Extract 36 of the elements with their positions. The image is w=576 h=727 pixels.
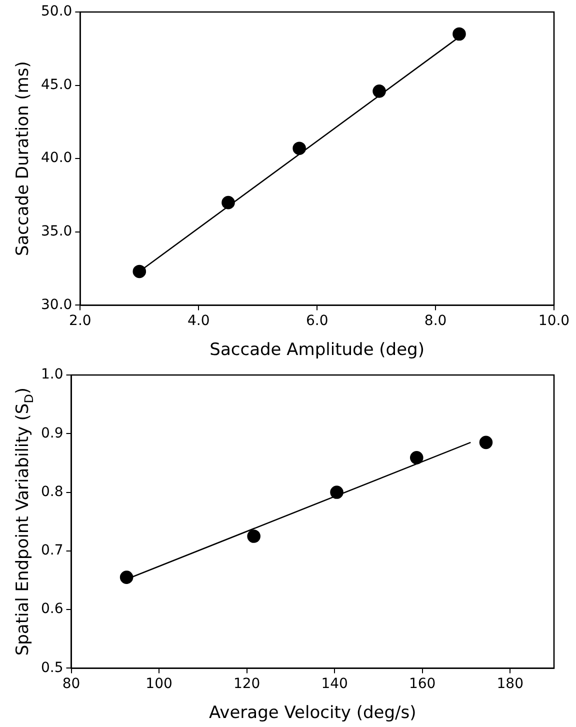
y-tick-label: 1.0: [41, 366, 64, 383]
y-tick-label: 45.0: [41, 76, 72, 93]
y-axis-title: Saccade Duration (ms): [13, 61, 33, 256]
x-tick-label: 80: [62, 676, 80, 692]
x-axis-title: Average Velocity (deg/s): [209, 703, 416, 723]
y-tick-label: 0.6: [41, 601, 64, 618]
y-tick-label: 0.8: [41, 484, 64, 500]
x-axis-title: Saccade Amplitude (deg): [210, 340, 424, 360]
point: [452, 27, 466, 41]
x-tick-label: 180: [496, 676, 524, 692]
x-tick-label: 120: [233, 676, 260, 692]
y-tick-label: 0.9: [41, 425, 64, 442]
x-tick-label: 2.0: [69, 313, 92, 330]
point: [372, 84, 386, 98]
x-tick-label: 8.0: [424, 313, 447, 330]
y-tick-label: 30.0: [41, 296, 72, 313]
point: [132, 264, 146, 278]
y-tick-label: 40.0: [41, 150, 72, 166]
x-tick-label: 100: [146, 676, 172, 692]
point: [120, 570, 134, 584]
point: [330, 486, 344, 499]
point: [479, 436, 493, 450]
y-tick-label: 50.0: [41, 4, 72, 20]
x-tick-label: 10.0: [538, 313, 570, 330]
x-tick-label: 4.0: [187, 313, 210, 330]
y-tick-label: 0.7: [41, 542, 64, 559]
y-tick-label: 35.0: [41, 224, 72, 240]
x-tick-label: 160: [408, 676, 436, 692]
point: [410, 451, 424, 464]
point: [292, 142, 306, 155]
x-tick-label: 6.0: [306, 313, 328, 330]
y-tick-label: 0.5: [41, 660, 64, 676]
point: [222, 196, 235, 210]
x-tick-label: 140: [321, 676, 348, 692]
y-axis-title: Spatial Endpoint Variability (SD): [13, 388, 36, 656]
point: [247, 530, 260, 543]
